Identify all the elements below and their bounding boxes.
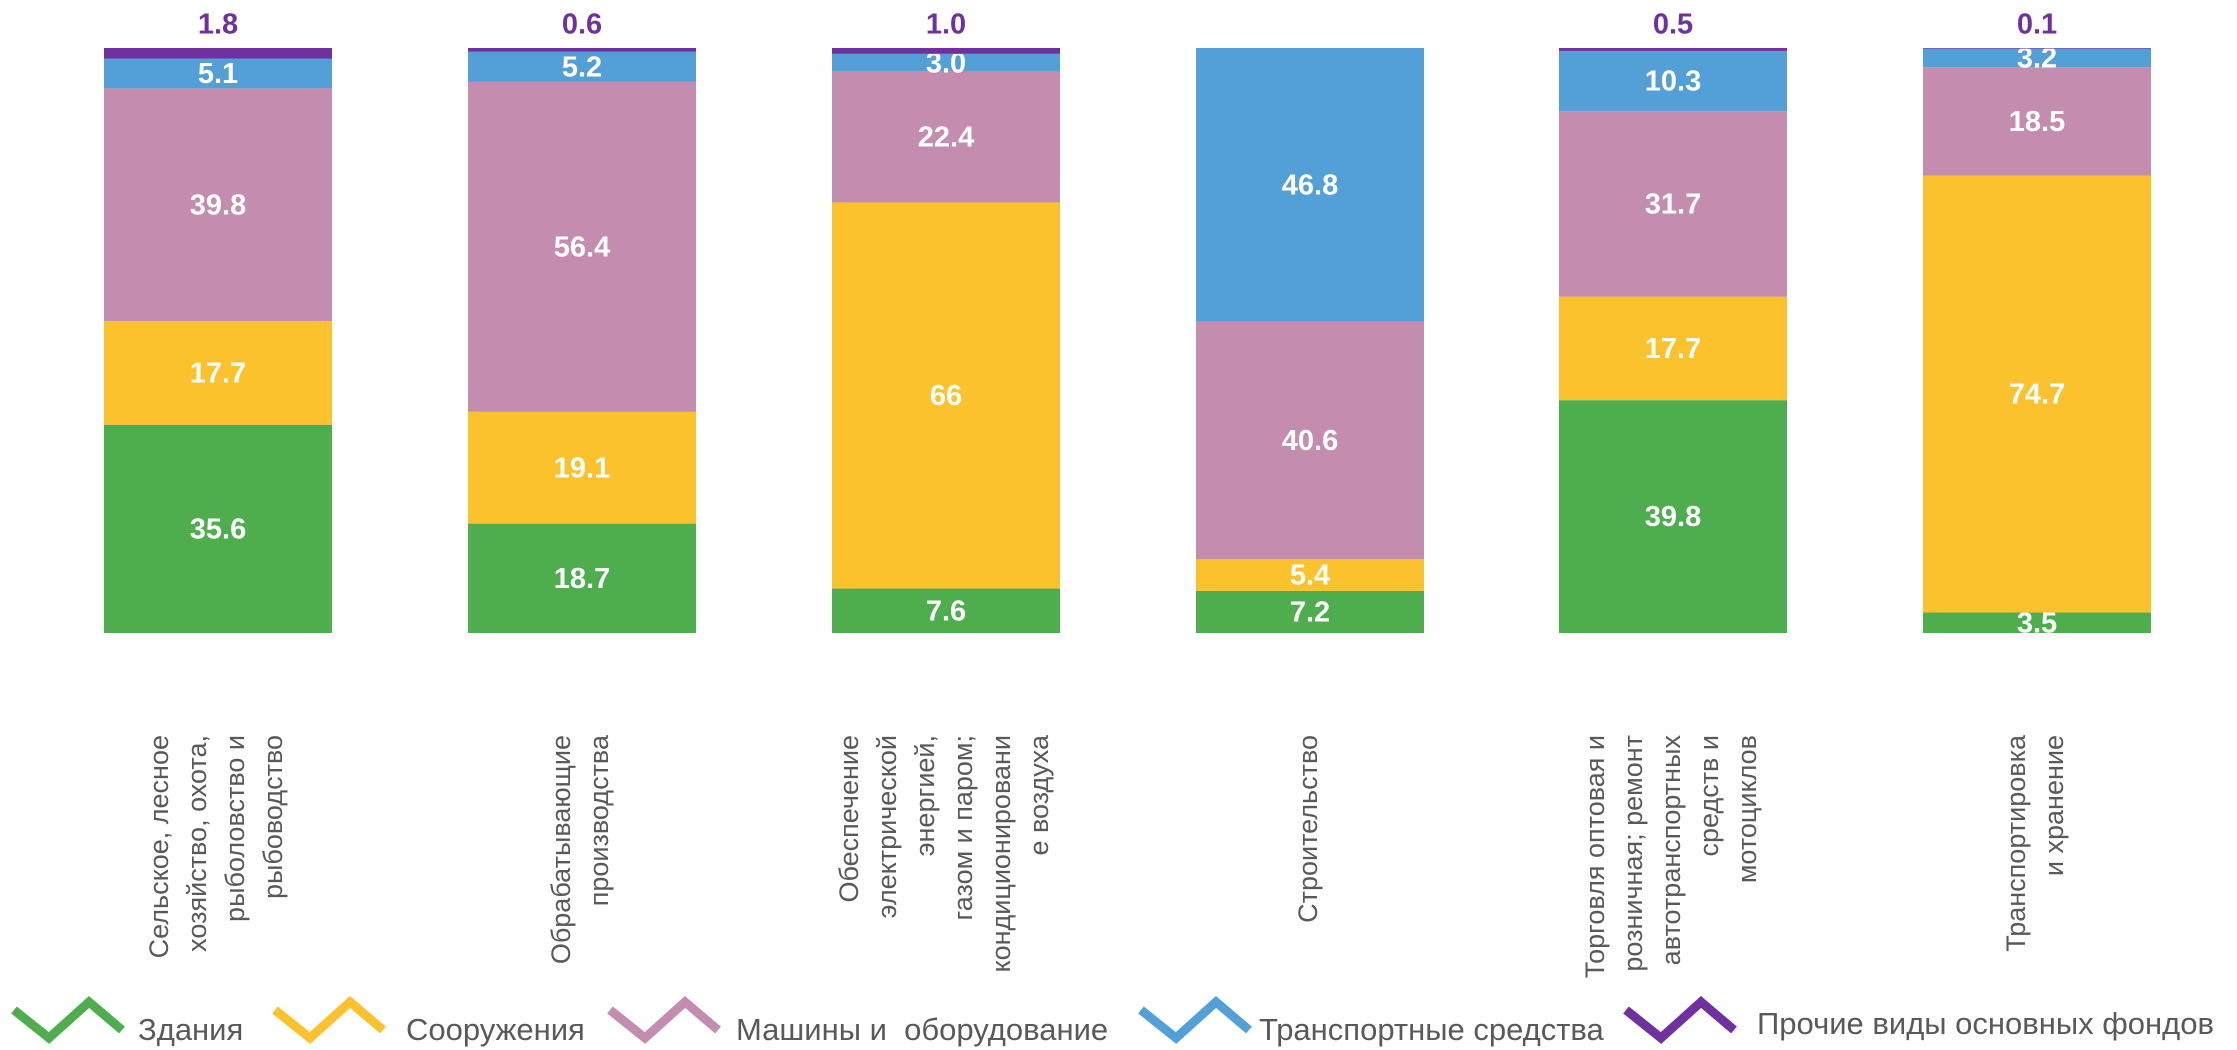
category-label: производства bbox=[584, 734, 614, 906]
category-label: рыболовство и bbox=[220, 735, 250, 922]
value-label: 0.1 bbox=[2017, 9, 2057, 41]
value-label: 46.8 bbox=[1282, 170, 1338, 202]
category-label: розничная; ремонт bbox=[1618, 735, 1648, 972]
value-label: 10.3 bbox=[1645, 66, 1701, 98]
value-label: 31.7 bbox=[1645, 189, 1701, 221]
value-label: 1.8 bbox=[198, 9, 238, 41]
category-label: энергией, bbox=[910, 735, 940, 856]
bar-segment bbox=[1559, 48, 1787, 51]
value-label: 0.5 bbox=[1653, 9, 1693, 41]
value-label: 39.8 bbox=[1645, 501, 1701, 533]
category-label: е воздуха bbox=[1024, 734, 1054, 856]
value-label: 18.7 bbox=[554, 563, 610, 595]
chart: 35.6 17.7 39.8 5.1 1.8 Сельское, лесное хозяйс… bbox=[0, 0, 2237, 1050]
category-label: и хранение bbox=[2039, 735, 2069, 876]
legend-label: Сооружения bbox=[406, 1012, 585, 1047]
bar-segment bbox=[104, 48, 332, 59]
category-label: хозяйство, охота, bbox=[182, 735, 212, 952]
category-label: Торговля оптовая и bbox=[1580, 735, 1610, 978]
category-label: рыбоводство bbox=[258, 735, 288, 899]
value-label: 74.7 bbox=[2009, 379, 2065, 411]
value-label: 17.7 bbox=[190, 358, 246, 390]
category-label: Сельское, лесное bbox=[144, 735, 174, 958]
legend-label: Транспортные средства bbox=[1259, 1012, 1605, 1047]
value-label: 40.6 bbox=[1282, 425, 1338, 457]
value-label: 5.1 bbox=[198, 58, 238, 90]
category-label: Обрабатывающие bbox=[546, 735, 576, 964]
legend-label: Прочие виды основных фондов bbox=[1757, 1006, 2214, 1041]
category-label: газом и паром; bbox=[948, 735, 978, 920]
value-label: 18.5 bbox=[2009, 106, 2065, 138]
category-label: электрической bbox=[872, 735, 902, 918]
category-label: Строительство bbox=[1293, 735, 1323, 923]
category-label: Обеспечение bbox=[834, 735, 864, 903]
category-label: средств и bbox=[1694, 735, 1724, 857]
value-label: 0.6 bbox=[562, 9, 602, 41]
value-label: 22.4 bbox=[918, 122, 974, 154]
bar-segment bbox=[1923, 48, 2151, 49]
value-label: 7.6 bbox=[926, 595, 966, 627]
category-label: Транспортировка bbox=[2001, 734, 2031, 952]
value-label: 17.7 bbox=[1645, 333, 1701, 365]
category-label: кондиционировани bbox=[986, 735, 1016, 973]
value-label: 1.0 bbox=[926, 9, 966, 41]
category-label: мотоциклов bbox=[1732, 735, 1762, 883]
legend-marker bbox=[1141, 1002, 1249, 1038]
bar-segment bbox=[468, 48, 696, 52]
legend-marker bbox=[14, 1002, 122, 1038]
category-label: автотранспортных bbox=[1656, 735, 1686, 966]
value-label: 3.2 bbox=[2017, 43, 2057, 75]
legend-label: Здания bbox=[138, 1012, 243, 1047]
value-label: 5.2 bbox=[562, 51, 602, 83]
value-label: 35.6 bbox=[190, 514, 246, 546]
value-label: 19.1 bbox=[554, 452, 610, 484]
value-label: 66 bbox=[930, 380, 962, 412]
value-label: 7.2 bbox=[1290, 597, 1330, 629]
legend-marker bbox=[275, 1002, 383, 1038]
legend-marker bbox=[1626, 1002, 1734, 1038]
legend-label: Машины и оборудование bbox=[736, 1012, 1108, 1047]
value-label: 56.4 bbox=[554, 232, 610, 264]
legend-marker bbox=[610, 1002, 718, 1038]
bar-segment bbox=[832, 48, 1060, 54]
value-label: 39.8 bbox=[190, 189, 246, 221]
value-label: 5.4 bbox=[1290, 560, 1330, 592]
